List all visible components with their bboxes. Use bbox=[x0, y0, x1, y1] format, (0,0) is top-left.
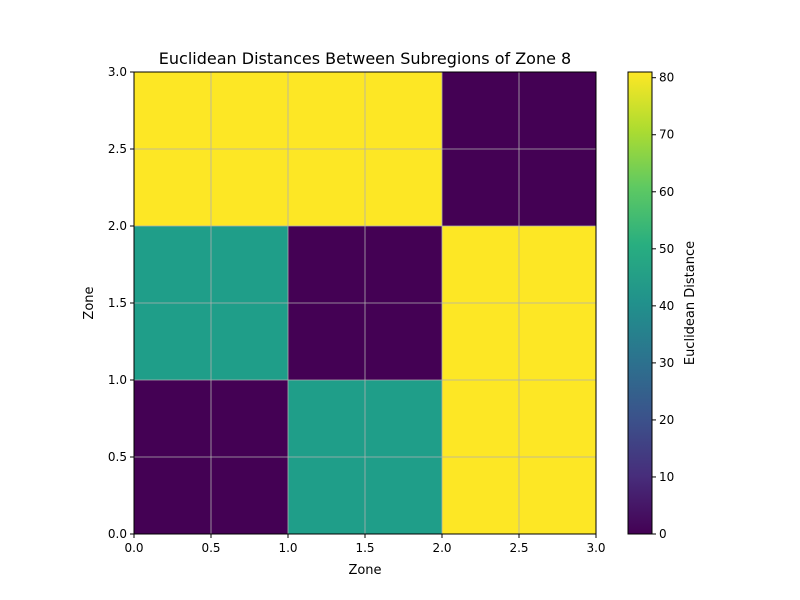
x-axis: 0.0 0.5 1.0 1.5 2.0 2.5 3.0 bbox=[124, 534, 606, 555]
x-tick-label: 1.5 bbox=[355, 541, 374, 555]
colorbar-tick-label: 80 bbox=[659, 71, 674, 85]
y-tick-label: 1.5 bbox=[108, 296, 127, 310]
x-tick-label: 2.5 bbox=[509, 541, 528, 555]
y-tick-label: 1.0 bbox=[108, 373, 127, 387]
colorbar-label: Euclidean Distance bbox=[683, 241, 698, 365]
x-tick-label: 0.5 bbox=[201, 541, 220, 555]
x-tick-label: 3.0 bbox=[586, 541, 605, 555]
colorbar bbox=[627, 71, 653, 535]
y-tick-label: 2.0 bbox=[108, 219, 127, 233]
colorbar-tick-label: 40 bbox=[659, 299, 674, 313]
colorbar-axis: 0 10 20 30 40 50 60 70 80 bbox=[652, 71, 674, 541]
x-tick-label: 1.0 bbox=[278, 541, 297, 555]
colorbar-tick-label: 70 bbox=[659, 128, 674, 142]
colorbar-tick-label: 0 bbox=[659, 527, 667, 541]
colorbar-tick-label: 20 bbox=[659, 413, 674, 427]
y-tick-label: 3.0 bbox=[108, 65, 127, 79]
chart-title: Euclidean Distances Between Subregions o… bbox=[159, 49, 571, 68]
colorbar-tick-label: 10 bbox=[659, 470, 674, 484]
x-axis-label: Zone bbox=[348, 563, 381, 578]
y-tick-label: 0.0 bbox=[108, 527, 127, 541]
x-tick-label: 2.0 bbox=[432, 541, 451, 555]
y-axis: 0.0 0.5 1.0 1.5 2.0 2.5 3.0 bbox=[108, 65, 134, 541]
colorbar-tick-label: 50 bbox=[659, 242, 674, 256]
y-tick-label: 2.5 bbox=[108, 142, 127, 156]
y-axis-label: Zone bbox=[82, 286, 97, 319]
y-tick-label: 0.5 bbox=[108, 450, 127, 464]
colorbar-tick-label: 30 bbox=[659, 356, 674, 370]
colorbar-tick-label: 60 bbox=[659, 185, 674, 199]
x-tick-label: 0.0 bbox=[124, 541, 143, 555]
